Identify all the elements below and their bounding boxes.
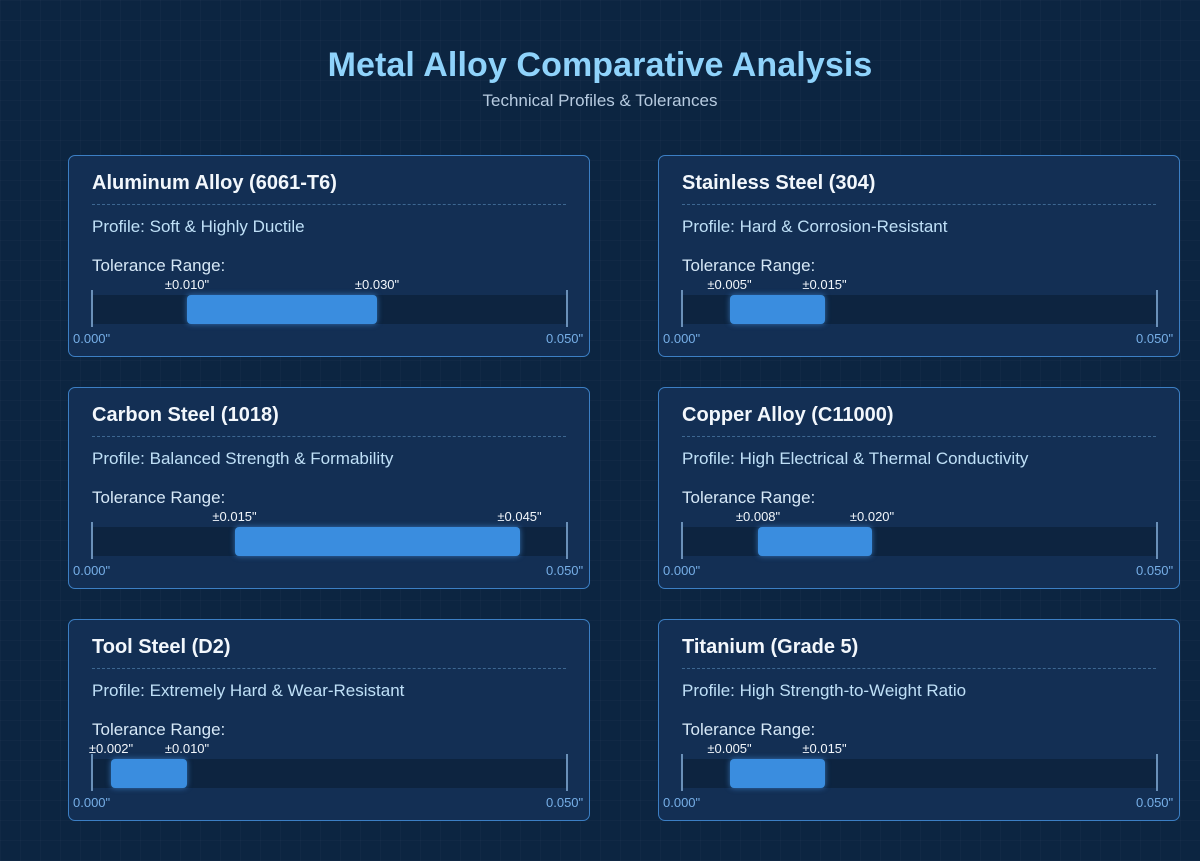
alloy-name: Carbon Steel (1018) <box>92 404 279 426</box>
tolerance-min-label: ±0.010" <box>164 277 210 292</box>
scale-max-tick <box>566 754 568 791</box>
alloy-profile: Profile: Soft & Highly Ductile <box>92 217 305 236</box>
scale-max-tick <box>1156 754 1158 791</box>
scale-max-tick <box>1156 290 1158 327</box>
page-subtitle: Technical Profiles & Tolerances <box>482 91 718 110</box>
tolerance-bar <box>729 295 825 324</box>
alloy-profile: Profile: Extremely Hard & Wear-Resistant <box>92 681 405 700</box>
scale-max-tick <box>566 290 568 327</box>
alloy-profile: Profile: Balanced Strength & Formability <box>92 449 394 468</box>
axis-min-label: 0.000" <box>73 331 111 346</box>
axis-min-label: 0.000" <box>663 795 701 810</box>
tolerance-max-label: ±0.030" <box>354 277 400 292</box>
tolerance-max-label: ±0.015" <box>802 741 847 756</box>
divider <box>92 204 566 205</box>
tolerance-max-label: ±0.015" <box>802 277 847 292</box>
alloy-name: Aluminum Alloy (6061-T6) <box>92 172 337 194</box>
divider <box>682 204 1156 205</box>
divider <box>682 668 1156 669</box>
tolerance-scale: ±0.010" ±0.030" 0.000" 0.050" <box>73 276 583 356</box>
alloy-card: Titanium (Grade 5) Profile: High Strengt… <box>658 619 1180 821</box>
alloy-card: Stainless Steel (304) Profile: Hard & Co… <box>658 155 1180 357</box>
scale-min-tick <box>681 522 683 559</box>
axis-min-label: 0.000" <box>73 563 111 578</box>
scale-min-tick <box>681 290 683 327</box>
alloy-name: Tool Steel (D2) <box>92 636 231 658</box>
tolerance-min-label: ±0.005" <box>707 741 752 756</box>
tolerance-range-label: Tolerance Range: <box>682 488 816 507</box>
alloy-card: Carbon Steel (1018) Profile: Balanced St… <box>68 387 590 589</box>
tolerance-bar <box>729 759 825 788</box>
axis-max-label: 0.050" <box>1136 331 1174 346</box>
alloy-card: Aluminum Alloy (6061-T6) Profile: Soft &… <box>68 155 590 357</box>
alloy-name: Copper Alloy (C11000) <box>682 404 894 426</box>
tolerance-min-label: ±0.005" <box>707 277 752 292</box>
alloy-name: Stainless Steel (304) <box>682 172 876 194</box>
divider <box>92 436 566 437</box>
axis-min-label: 0.000" <box>73 795 111 810</box>
divider <box>682 436 1156 437</box>
tolerance-bar <box>187 295 377 324</box>
tolerance-bar <box>111 759 187 788</box>
axis-min-label: 0.000" <box>663 563 701 578</box>
scale-min-tick <box>91 522 93 559</box>
axis-max-label: 0.050" <box>546 331 584 346</box>
page-header: Metal Alloy Comparative Analysis Technic… <box>0 44 1200 111</box>
alloy-profile: Profile: High Electrical & Thermal Condu… <box>682 449 1029 468</box>
tolerance-scale: ±0.015" ±0.045" 0.000" 0.050" <box>73 508 583 588</box>
tolerance-min-label: ±0.008" <box>735 509 781 524</box>
tolerance-max-label: ±0.045" <box>497 509 542 524</box>
axis-max-label: 0.050" <box>546 563 584 578</box>
tolerance-scale: ±0.005" ±0.015" 0.000" 0.050" <box>663 276 1173 356</box>
tolerance-range-label: Tolerance Range: <box>682 256 816 275</box>
axis-min-label: 0.000" <box>663 331 701 346</box>
tolerance-range-label: Tolerance Range: <box>682 720 816 739</box>
scale-min-tick <box>91 754 93 791</box>
tolerance-range-label: Tolerance Range: <box>92 488 226 507</box>
alloy-profile: Profile: Hard & Corrosion-Resistant <box>682 217 948 236</box>
tolerance-min-label: ±0.002" <box>88 741 134 756</box>
page-title: Metal Alloy Comparative Analysis <box>327 46 873 84</box>
tolerance-scale: ±0.002" ±0.010" 0.000" 0.050" <box>73 740 583 820</box>
alloy-name: Titanium (Grade 5) <box>682 636 859 658</box>
tolerance-max-label: ±0.010" <box>164 741 210 756</box>
tolerance-min-label: ±0.015" <box>212 509 257 524</box>
scale-max-tick <box>1156 522 1158 559</box>
scale-track <box>682 527 1157 556</box>
tolerance-bar <box>758 527 872 556</box>
scale-min-tick <box>91 290 93 327</box>
tolerance-max-label: ±0.020" <box>849 509 895 524</box>
tolerance-bar <box>234 527 520 556</box>
tolerance-scale: ±0.005" ±0.015" 0.000" 0.050" <box>663 740 1173 820</box>
alloy-card: Tool Steel (D2) Profile: Extremely Hard … <box>68 619 590 821</box>
tolerance-range-label: Tolerance Range: <box>92 720 226 739</box>
axis-max-label: 0.050" <box>1136 563 1174 578</box>
tolerance-scale: ±0.008" ±0.020" 0.000" 0.050" <box>663 508 1173 588</box>
scale-max-tick <box>566 522 568 559</box>
alloy-card: Copper Alloy (C11000) Profile: High Elec… <box>658 387 1180 589</box>
divider <box>92 668 566 669</box>
axis-max-label: 0.050" <box>546 795 584 810</box>
scale-min-tick <box>681 754 683 791</box>
alloy-card-grid: Aluminum Alloy (6061-T6) Profile: Soft &… <box>68 155 1180 821</box>
alloy-profile: Profile: High Strength-to-Weight Ratio <box>682 681 967 700</box>
tolerance-range-label: Tolerance Range: <box>92 256 226 275</box>
axis-max-label: 0.050" <box>1136 795 1174 810</box>
